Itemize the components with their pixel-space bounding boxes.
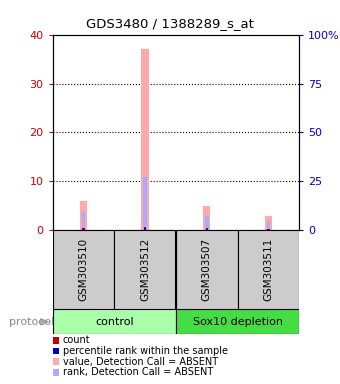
Text: protocol: protocol [8,317,54,327]
Text: GSM303510: GSM303510 [79,238,88,301]
Bar [176,230,238,309]
Bar [205,216,209,230]
Text: value, Detection Call = ABSENT: value, Detection Call = ABSENT [63,357,218,367]
Bar [82,228,85,230]
Bar [203,206,210,230]
Bar [268,229,269,230]
Bar [80,201,87,230]
Bar [176,309,299,334]
Bar [143,177,147,230]
Bar [267,229,270,230]
Bar [82,211,85,230]
Text: GSM303512: GSM303512 [140,238,150,301]
Text: rank, Detection Call = ABSENT: rank, Detection Call = ABSENT [63,367,213,377]
Bar [141,49,149,230]
Text: control: control [95,316,134,327]
Bar [144,228,146,230]
Bar [144,227,146,230]
Text: GSM303511: GSM303511 [264,238,273,301]
Bar [114,230,176,309]
Bar [83,228,84,230]
Bar [238,230,299,309]
Bar [267,220,270,230]
Text: GDS3480 / 1388289_s_at: GDS3480 / 1388289_s_at [86,17,254,30]
Bar [53,309,176,334]
Bar [206,229,208,230]
Polygon shape [40,318,50,326]
Text: count: count [63,335,90,345]
Text: percentile rank within the sample: percentile rank within the sample [63,346,228,356]
Bar [205,228,208,230]
Text: Sox10 depletion: Sox10 depletion [192,316,283,327]
Bar [265,216,272,230]
Text: GSM303507: GSM303507 [202,238,212,301]
Bar [53,230,114,309]
